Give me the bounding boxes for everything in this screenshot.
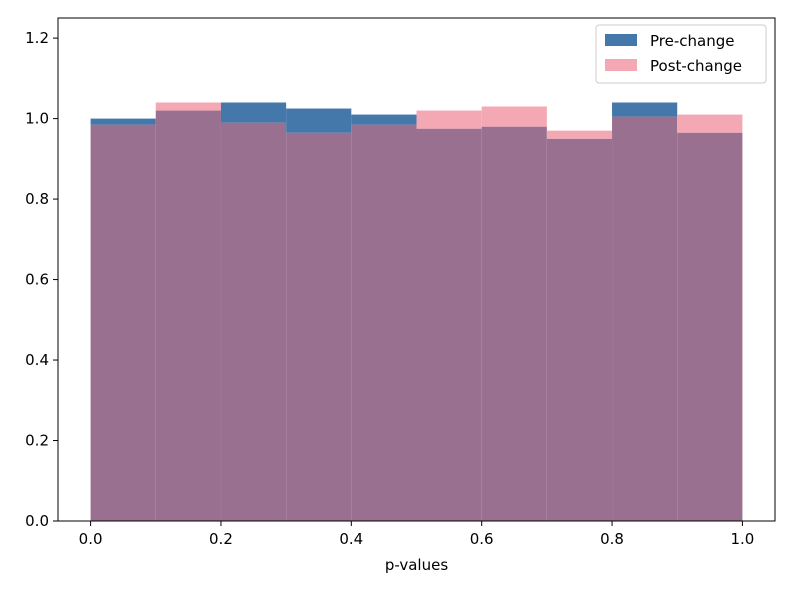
x-tick-label: 0.4: [339, 530, 363, 548]
overlap-bar: [286, 132, 352, 521]
overlap-bar: [416, 128, 482, 521]
overlap-bar: [90, 124, 156, 522]
overlap-bar: [351, 124, 417, 522]
pre-change-bar-top: [612, 102, 678, 117]
overlap-bar: [220, 122, 287, 522]
y-tick-label: 0.0: [25, 512, 49, 530]
legend-swatch-pre-change: [605, 34, 637, 46]
y-tick-label: 0.8: [25, 190, 49, 208]
pre-change-bar-top: [286, 108, 352, 133]
x-tick-label: 0.8: [600, 530, 624, 548]
y-tick-label: 1.2: [25, 29, 49, 47]
x-tick-label: 0.0: [79, 530, 103, 548]
axes-frame: [57, 17, 776, 522]
post-change-bar-top: [416, 110, 482, 129]
post-change-bar-top: [155, 102, 221, 111]
overlap-bar: [155, 110, 221, 521]
overlap-bar: [546, 138, 613, 521]
post-change-bar-top: [481, 106, 547, 127]
x-tick-label: 0.6: [470, 530, 494, 548]
legend-label-post-change: Post-change: [650, 57, 742, 75]
y-axis-ticks: 0.0 0.2 0.4 0.6 0.8 1.0 1.2: [25, 29, 58, 530]
y-tick-label: 0.6: [25, 271, 49, 289]
y-tick-label: 1.0: [25, 110, 49, 128]
pre-change-bar-top: [220, 102, 287, 123]
overlap-bar: [677, 132, 743, 521]
x-axis-ticks: 0.0 0.2 0.4 0.6 0.8 1.0: [79, 521, 754, 548]
overlap-bar: [481, 126, 547, 521]
legend-box: [595, 24, 767, 84]
x-tick-label: 0.2: [209, 530, 233, 548]
legend: Pre-change Post-change: [595, 24, 767, 84]
histogram-bars: [90, 102, 743, 522]
pre-change-bar-top: [351, 114, 417, 125]
post-change-bar-top: [546, 130, 613, 139]
overlap-bar: [612, 116, 678, 521]
pre-change-bar-top: [90, 118, 156, 125]
post-change-bar-top: [677, 114, 743, 133]
legend-swatch-post-change: [605, 59, 637, 71]
y-tick-label: 0.2: [25, 432, 49, 450]
y-tick-label: 0.4: [25, 351, 49, 369]
x-axis-label: p-values: [385, 556, 449, 574]
legend-label-pre-change: Pre-change: [650, 32, 734, 50]
x-tick-label: 1.0: [730, 530, 754, 548]
